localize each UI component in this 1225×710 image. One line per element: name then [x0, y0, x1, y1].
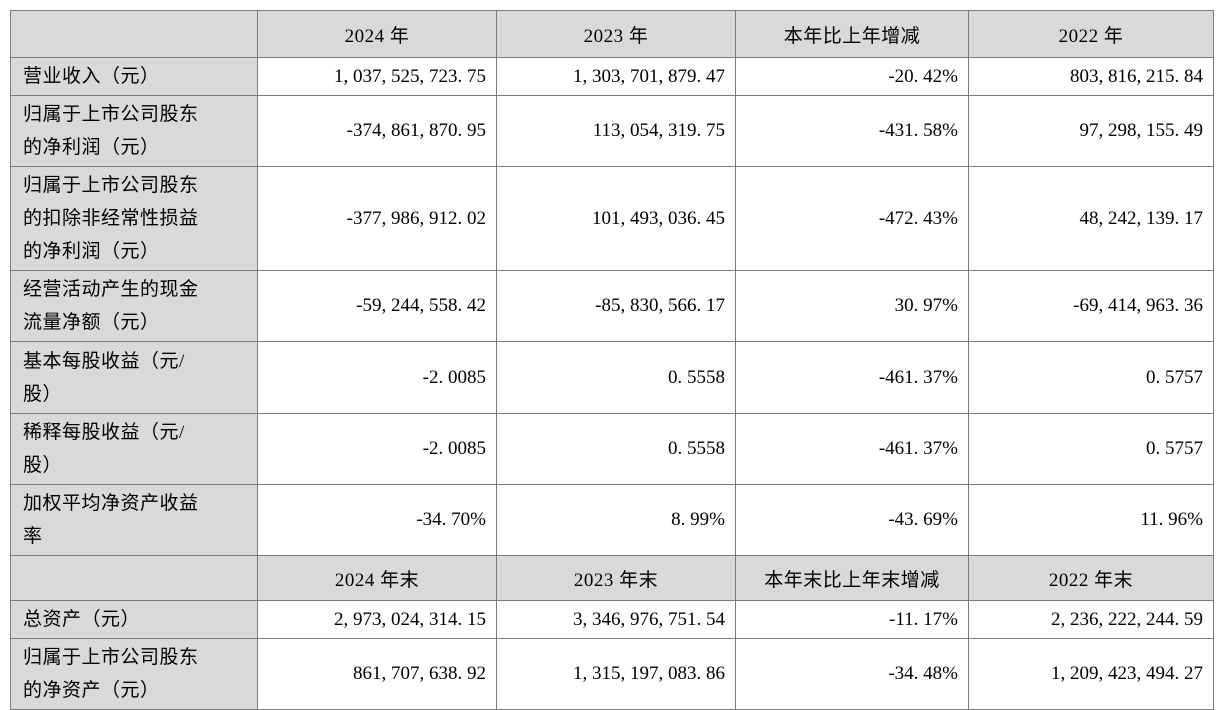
cell-value: -461. 37%	[735, 341, 969, 414]
cell-value: -34. 70%	[257, 484, 497, 556]
table-row: 基本每股收益（元/ 股） -2. 0085 0. 5558 -461. 37% …	[10, 341, 1214, 414]
row-label-net-assets: 归属于上市公司股东 的净资产（元）	[10, 638, 258, 710]
row-label-operating-cash-flow: 经营活动产生的现金 流量净额（元）	[10, 270, 258, 342]
column-header-2024-end: 2024 年末	[257, 555, 497, 601]
cell-value: 101, 493, 036. 45	[496, 166, 736, 271]
cell-value: 0. 5757	[968, 341, 1214, 414]
cell-value: -431. 58%	[735, 95, 969, 167]
header-row-yearend: 2024 年末 2023 年末 本年末比上年末增减 2022 年末	[10, 555, 1214, 601]
cell-value: -461. 37%	[735, 413, 969, 485]
cell-value: -34. 48%	[735, 638, 969, 710]
cell-value: 803, 816, 215. 84	[968, 57, 1214, 96]
column-header-2024: 2024 年	[257, 10, 497, 58]
cell-value: -43. 69%	[735, 484, 969, 556]
column-header-2022-end: 2022 年末	[968, 555, 1214, 601]
table-row: 归属于上市公司股东 的净利润（元） -374, 861, 870. 95 113…	[10, 95, 1214, 167]
column-header-2023-end: 2023 年末	[496, 555, 736, 601]
cell-value: -2. 0085	[257, 341, 497, 414]
row-label-diluted-eps: 稀释每股收益（元/ 股）	[10, 413, 258, 485]
row-label-basic-eps: 基本每股收益（元/ 股）	[10, 341, 258, 414]
cell-value: -472. 43%	[735, 166, 969, 271]
cell-value: -374, 861, 870. 95	[257, 95, 497, 167]
column-header-yoy-change: 本年比上年增减	[735, 10, 969, 58]
cell-value: -2. 0085	[257, 413, 497, 485]
row-label-total-assets: 总资产（元）	[10, 600, 258, 639]
table-row: 营业收入（元） 1, 037, 525, 723. 75 1, 303, 701…	[10, 57, 1214, 96]
cell-value: 113, 054, 319. 75	[496, 95, 736, 167]
cell-value: -377, 986, 912. 02	[257, 166, 497, 271]
table-row: 经营活动产生的现金 流量净额（元） -59, 244, 558. 42 -85,…	[10, 270, 1214, 342]
column-header-2023: 2023 年	[496, 10, 736, 58]
cell-value: 1, 303, 701, 879. 47	[496, 57, 736, 96]
table-row: 加权平均净资产收益 率 -34. 70% 8. 99% -43. 69% 11.…	[10, 484, 1214, 556]
row-label-net-profit: 归属于上市公司股东 的净利润（元）	[10, 95, 258, 167]
cell-value: 2, 973, 024, 314. 15	[257, 600, 497, 639]
cell-value: 861, 707, 638. 92	[257, 638, 497, 710]
column-header-yearend-change: 本年末比上年末增减	[735, 555, 969, 601]
cell-value: 0. 5558	[496, 341, 736, 414]
cell-value: 2, 236, 222, 244. 59	[968, 600, 1214, 639]
cell-value: -11. 17%	[735, 600, 969, 639]
row-label-weighted-avg-roe: 加权平均净资产收益 率	[10, 484, 258, 556]
header-empty-cell	[10, 555, 258, 601]
cell-value: 1, 037, 525, 723. 75	[257, 57, 497, 96]
cell-value: 97, 298, 155. 49	[968, 95, 1214, 167]
cell-value: 8. 99%	[496, 484, 736, 556]
cell-value: 30. 97%	[735, 270, 969, 342]
cell-value: 48, 242, 139. 17	[968, 166, 1214, 271]
financial-summary-table: 2024 年 2023 年 本年比上年增减 2022 年 营业收入（元） 1, …	[10, 10, 1214, 710]
column-header-2022: 2022 年	[968, 10, 1214, 58]
cell-value: 11. 96%	[968, 484, 1214, 556]
cell-value: -20. 42%	[735, 57, 969, 96]
table-row: 归属于上市公司股东 的扣除非经常性损益 的净利润（元） -377, 986, 9…	[10, 166, 1214, 271]
header-empty-cell	[10, 10, 258, 58]
cell-value: 1, 315, 197, 083. 86	[496, 638, 736, 710]
cell-value: 0. 5558	[496, 413, 736, 485]
cell-value: -69, 414, 963. 36	[968, 270, 1214, 342]
table-row: 稀释每股收益（元/ 股） -2. 0085 0. 5558 -461. 37% …	[10, 413, 1214, 485]
table-row: 归属于上市公司股东 的净资产（元） 861, 707, 638. 92 1, 3…	[10, 638, 1214, 710]
table-row: 总资产（元） 2, 973, 024, 314. 15 3, 346, 976,…	[10, 600, 1214, 639]
row-label-revenue: 营业收入（元）	[10, 57, 258, 96]
cell-value: 1, 209, 423, 494. 27	[968, 638, 1214, 710]
cell-value: 0. 5757	[968, 413, 1214, 485]
cell-value: 3, 346, 976, 751. 54	[496, 600, 736, 639]
cell-value: -59, 244, 558. 42	[257, 270, 497, 342]
header-row-annual: 2024 年 2023 年 本年比上年增减 2022 年	[10, 10, 1214, 58]
cell-value: -85, 830, 566. 17	[496, 270, 736, 342]
row-label-net-profit-excl-nonrecurring: 归属于上市公司股东 的扣除非经常性损益 的净利润（元）	[10, 166, 258, 271]
